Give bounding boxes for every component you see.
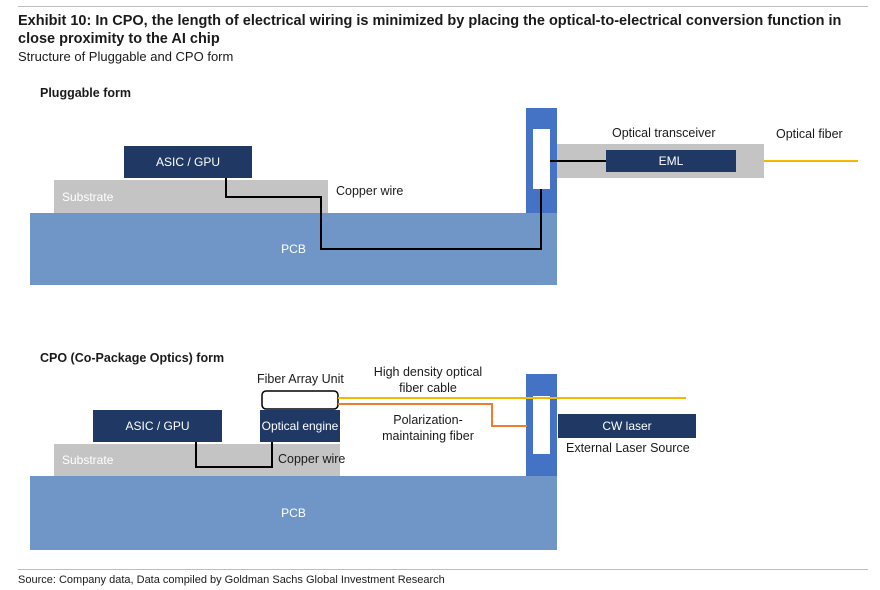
cpo-hd-fiber-label: High density optical fiber cable [373,365,483,395]
pluggable-asic-gpu: ASIC / GPU [124,146,252,178]
cpo-pm-fiber [338,403,527,427]
cpo-fiber-array-unit-label: Fiber Array Unit [257,372,344,386]
source-note: Source: Company data, Data compiled by G… [18,574,445,586]
exhibit-subtitle: Structure of Pluggable and CPO form [18,49,234,64]
cpo-cw-laser: CW laser [558,414,696,438]
cpo-fiber-array-unit [261,390,339,410]
exhibit-title: Exhibit 10: In CPO, the length of electr… [18,13,842,47]
bottom-divider [18,569,868,570]
cpo-copper-wire [195,442,273,468]
pluggable-copper-wire-label: Copper wire [336,184,404,198]
cpo-pcb: PCB [30,476,557,550]
cpo-section-label: CPO (Co-Package Optics) form [40,351,225,365]
pluggable-transceiver-label: Optical transceiver [612,126,716,140]
cpo-copper-wire-label: Copper wire [278,452,346,466]
cpo-optical-engine: Optical engine [260,410,340,442]
top-divider [18,6,868,7]
pluggable-cage-window [533,129,550,189]
cpo-asic-gpu: ASIC / GPU [93,410,222,442]
pluggable-optical-fiber-label: Optical fiber [776,127,843,141]
pluggable-section-label: Pluggable form [40,86,131,100]
cpo-external-laser-source-label: External Laser Source [566,441,690,455]
pluggable-eml: EML [606,150,736,172]
pluggable-copper-wire [225,178,542,250]
cpo-pm-fiber-label: Polarization-maintaining fiber [382,413,474,443]
cpo-pillar-window [533,396,550,454]
